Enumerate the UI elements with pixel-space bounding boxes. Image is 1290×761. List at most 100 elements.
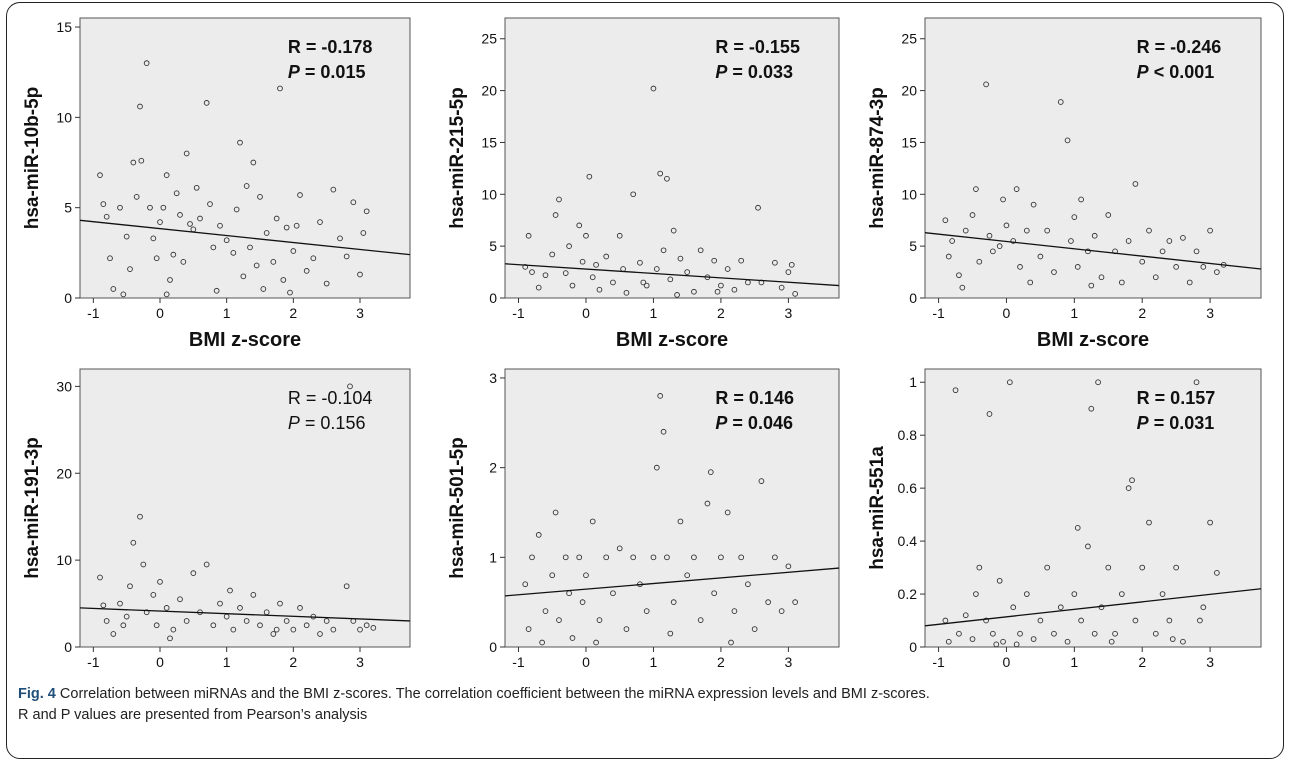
data-point — [1037, 253, 1044, 260]
x-tick-label: 3 — [356, 654, 364, 670]
data-point — [1132, 181, 1139, 187]
y-tick-label: 0.6 — [898, 480, 918, 496]
data-point — [180, 259, 187, 265]
data-point — [120, 622, 127, 629]
y-tick-label: 0.4 — [898, 533, 918, 549]
chart-panel-1: 0 5 10 15 -1 0 1 2 3 BMI z-score hsa-miR-10b-5p R =… — [22, 17, 411, 351]
y-tick-label: 20 — [56, 465, 72, 481]
data-point — [1125, 485, 1132, 491]
data-point — [157, 578, 163, 585]
p-label: P — [1137, 62, 1150, 82]
data-point — [187, 221, 193, 227]
data-point — [1139, 564, 1146, 571]
data-point — [177, 212, 183, 218]
x-tick-label: 1 — [1070, 305, 1078, 321]
data-point — [293, 222, 300, 229]
plot-area — [504, 17, 840, 299]
data-point — [1057, 604, 1064, 611]
data-point — [1193, 248, 1200, 255]
data-point — [552, 509, 559, 516]
data-point — [103, 213, 110, 220]
data-point — [197, 215, 203, 222]
data-point — [1071, 591, 1078, 597]
data-point — [1064, 638, 1071, 645]
data-point — [542, 272, 549, 279]
y-tick-label: 0 — [64, 639, 72, 655]
y-tick-label: 25 — [901, 31, 917, 47]
y-axis-label: hsa-miR-215-5p — [447, 87, 468, 229]
data-point — [183, 618, 190, 624]
data-point — [1173, 564, 1180, 571]
data-point — [170, 626, 177, 633]
data-point — [1166, 238, 1173, 244]
data-point — [1000, 638, 1006, 645]
data-point — [724, 509, 731, 516]
data-point — [792, 599, 798, 606]
data-point — [630, 554, 637, 561]
data-point — [1044, 564, 1051, 571]
data-point — [778, 608, 785, 614]
data-point — [714, 288, 721, 295]
data-point — [147, 204, 153, 211]
data-point — [945, 253, 952, 260]
p-value: = 0.046 — [727, 413, 793, 433]
data-point — [1085, 543, 1091, 550]
data-point — [250, 159, 257, 166]
correlation-r: R = -0.178 — [288, 37, 373, 57]
data-point — [330, 626, 337, 633]
data-point — [788, 261, 795, 268]
data-point — [962, 227, 969, 234]
data-point — [247, 244, 253, 251]
data-point — [133, 193, 140, 200]
data-point — [704, 500, 711, 507]
data-point — [677, 255, 684, 262]
data-point — [969, 636, 976, 642]
data-point — [691, 288, 697, 295]
data-point — [233, 206, 240, 213]
data-point — [1146, 227, 1152, 234]
data-point — [650, 554, 657, 561]
y-tick-label: 25 — [481, 31, 497, 47]
chart-panel-4: 0 10 20 30 -1 0 1 2 3 BMI z-score hsa-miR-191-3p R … — [22, 368, 411, 680]
data-point — [1118, 591, 1125, 597]
caption-line-2: R and P values are presented from Pearso… — [18, 707, 368, 723]
data-point — [677, 518, 684, 525]
x-tick-label: -1 — [512, 305, 525, 321]
data-point — [772, 554, 778, 561]
x-tick-label: 1 — [223, 654, 231, 670]
p-value: = 0.015 — [300, 62, 366, 82]
data-point — [535, 284, 542, 291]
data-point — [711, 257, 718, 264]
chart-panel-6: 0 0.2 0.4 0.6 0.8 1 -1 0 1 2 3 BMI z-score hsa-miR-5… — [867, 368, 1262, 680]
data-point — [167, 277, 173, 283]
correlation-r: R = 0.157 — [1137, 388, 1216, 408]
data-point — [589, 274, 596, 281]
data-point — [579, 258, 586, 265]
x-tick-label: -1 — [512, 654, 525, 670]
data-point — [210, 622, 217, 629]
data-point — [177, 596, 183, 603]
data-point — [237, 139, 243, 146]
data-point — [317, 219, 323, 225]
data-point — [130, 539, 137, 546]
data-point — [227, 587, 233, 594]
p-label: P — [288, 413, 300, 433]
data-point — [664, 554, 670, 561]
data-point — [1071, 214, 1078, 220]
data-point — [962, 612, 969, 619]
data-point — [691, 554, 697, 561]
data-point — [1037, 617, 1044, 624]
data-point — [203, 100, 210, 106]
data-point — [1023, 227, 1030, 234]
data-point — [1108, 638, 1115, 645]
data-point — [1088, 282, 1095, 289]
y-axis-label: hsa-miR-501-5p — [447, 437, 468, 579]
data-point — [283, 224, 290, 231]
data-point — [755, 204, 761, 211]
y-tick-label: 3 — [489, 370, 497, 386]
y-tick-label: 15 — [901, 134, 917, 150]
data-point — [976, 564, 983, 571]
data-point — [1166, 617, 1173, 624]
data-point — [1010, 604, 1017, 611]
x-tick-label: 3 — [1206, 654, 1214, 670]
